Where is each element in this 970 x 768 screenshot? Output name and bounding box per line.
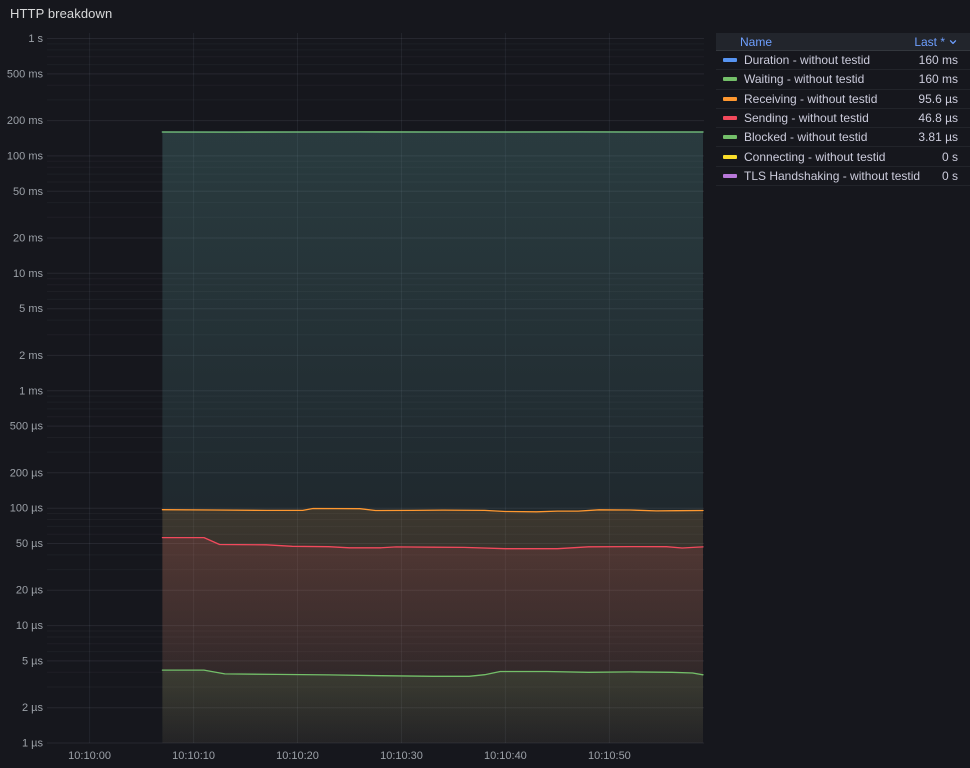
legend-series-value: 3.81 µs [918,130,958,145]
series-color-swatch-tls-handshaking [723,173,737,178]
legend-row-waiting[interactable]: Waiting - without testid 160 ms [716,70,970,90]
x-tick-label: 10:10:10 [172,750,215,762]
series-color-swatch-waiting [723,77,737,82]
legend-table: Name Last * Duration - without testid 16… [716,33,970,187]
y-tick-label: 1 ms [19,385,43,397]
legend-series-label: Duration - without testid [744,53,871,68]
y-tick-label: 200 µs [10,467,44,479]
legend-row-sending[interactable]: Sending - without testid 46.8 µs [716,109,970,129]
series-line-blocked [161,669,704,677]
y-tick-label: 2 µs [22,702,44,714]
y-tick-label: 20 ms [13,233,43,245]
legend-series-value: 95.6 µs [918,91,958,106]
legend-series-value: 46.8 µs [918,111,958,126]
y-tick-label: 2 ms [19,350,43,362]
y-tick-label: 500 µs [10,421,44,433]
x-tick-label: 10:10:30 [380,750,423,762]
legend-row-receiving[interactable]: Receiving - without testid 95.6 µs [716,90,970,109]
legend-series-label: TLS Handshaking - without testid [744,168,921,183]
y-tick-label: 5 ms [19,303,43,315]
legend-header: Name Last * [716,33,970,51]
x-tick-label: 10:10:50 [588,750,631,762]
panel-title[interactable]: HTTP breakdown [10,6,113,21]
y-tick-label: 200 ms [7,115,44,127]
series-color-swatch-receiving [723,96,737,101]
y-tick-label: 50 µs [16,538,44,550]
y-tick-label: 100 ms [7,150,44,162]
series-color-swatch-duration [723,58,737,63]
series-color-swatch-sending [723,116,737,121]
legend-row-tls-handshaking[interactable]: TLS Handshaking - without testid 0 s [716,167,970,187]
chevron-down-icon [949,39,957,44]
legend-row-duration[interactable]: Duration - without testid 160 ms [716,51,970,71]
legend-row-blocked[interactable]: Blocked - without testid 3.81 µs [716,128,970,148]
series-color-swatch-blocked [723,135,737,140]
series-color-swatch-connecting [723,154,737,159]
y-tick-label: 100 µs [10,503,44,515]
x-tick-label: 10:10:00 [68,750,111,762]
x-tick-label: 10:10:20 [276,750,319,762]
legend-header-name[interactable]: Name [740,34,773,49]
series-area-blocked [162,670,703,743]
legend-series-value: 0 s [941,168,958,183]
y-tick-label: 20 µs [16,585,44,597]
legend-row-connecting[interactable]: Connecting - without testid 0 s [716,147,970,167]
y-tick-label: 5 µs [22,655,44,667]
y-tick-label: 1 s [28,33,43,45]
legend-series-label: Connecting - without testid [744,149,886,164]
legend-header-last[interactable]: Last * [914,35,958,49]
y-tick-label: 1 µs [22,738,44,750]
legend-series-value: 160 ms [918,72,958,87]
y-tick-label: 500 ms [7,68,44,80]
legend-series-label: Receiving - without testid [744,91,878,106]
y-tick-label: 10 µs [16,620,44,632]
y-tick-label: 50 ms [13,186,43,198]
legend-series-label: Blocked - without testid [744,130,868,145]
x-tick-label: 10:10:40 [484,750,527,762]
series-line-receiving [161,507,704,513]
legend-header-last-label: Last * [914,34,945,49]
legend-series-label: Waiting - without testid [744,72,865,87]
legend-series-value: 0 s [941,149,958,164]
y-tick-label: 10 ms [13,268,43,280]
legend-series-value: 160 ms [918,53,958,68]
legend-series-label: Sending - without testid [744,111,869,126]
series-line-sending [161,536,704,550]
